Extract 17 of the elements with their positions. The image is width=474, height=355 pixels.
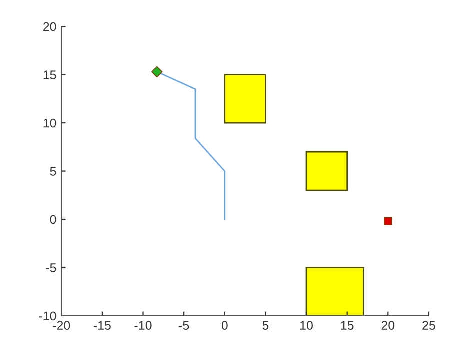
y-tick-label: -5: [46, 264, 56, 272]
y-tick-label: 10: [44, 118, 56, 128]
y-tick-label: -10: [39, 312, 56, 321]
y-tick-label: 5: [50, 167, 56, 176]
x-tick-label: 15: [341, 321, 354, 330]
x-tick-label: 5: [262, 321, 269, 330]
x-tick-label: -20: [53, 321, 70, 330]
x-tick-label: -15: [94, 321, 111, 330]
x-tick-label: 10: [300, 321, 313, 330]
y-tick-label: 20: [43, 22, 56, 32]
y-tick-label: 0: [50, 215, 56, 224]
x-tick-label: -5: [179, 321, 190, 330]
y-tick-label: 15: [44, 70, 56, 80]
x-tick-label: -10: [134, 321, 152, 330]
x-tick-label: 0: [222, 321, 228, 330]
x-tick-label: 25: [422, 321, 436, 330]
x-tick-label: 20: [382, 321, 395, 330]
